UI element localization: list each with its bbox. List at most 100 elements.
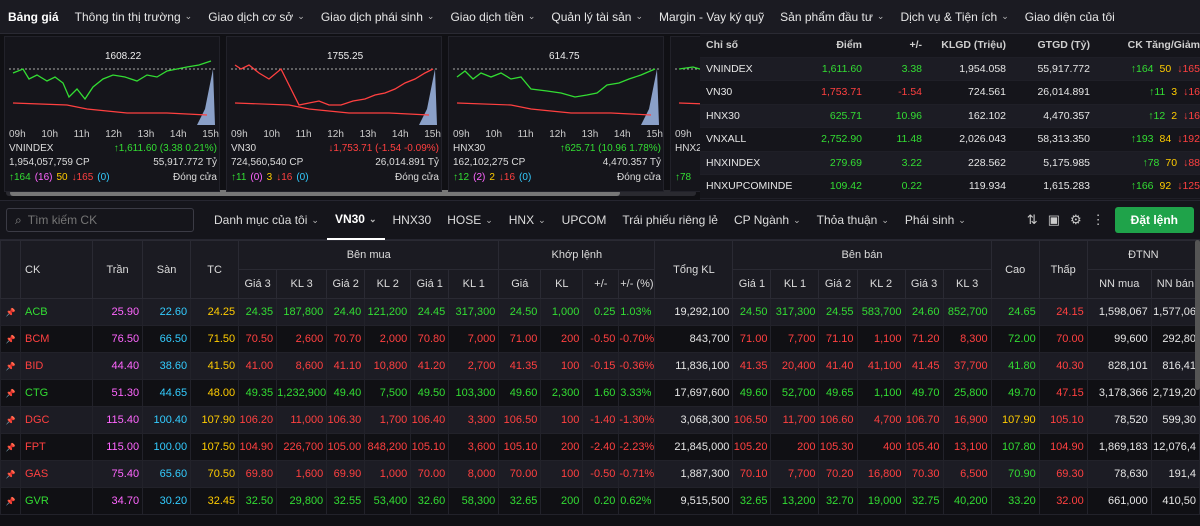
index-row[interactable]: HNX30 625.71 10.96 162.102 4,470.357 ↑12 2 ↓16: [700, 104, 1200, 128]
table-row[interactable]: 📌 GVR 34.70 30.20 32.45 32.50 29,800 32.55 53,40…: [0, 487, 1200, 515]
index-row[interactable]: VN30 1,753.71 -1.54 724.561 26,014.891 ↑11 3 ↓1…: [700, 81, 1200, 105]
cell-ck[interactable]: ACB: [19, 298, 94, 326]
tab-1[interactable]: VN30 ⌄: [326, 200, 385, 240]
pin-icon[interactable]: 📌: [0, 352, 21, 380]
cell-ck[interactable]: BID: [19, 352, 94, 380]
mini-chart-vn30[interactable]: 1755.25 09h 10h 11h 12h 13h 14h 15h VN30 ↓1,753.7…: [226, 36, 442, 192]
cell-ck[interactable]: GAS: [19, 460, 94, 488]
col-nn-mua[interactable]: NN mua: [1086, 269, 1152, 299]
table-row[interactable]: 📌 GAS 75.40 65.60 70.50 69.80 1,600 69.90 1,000 7…: [0, 460, 1200, 488]
pin-icon[interactable]: 📌: [0, 460, 21, 488]
col-sell-kl2[interactable]: KL 2: [856, 269, 906, 299]
index-row-value: 55,917.772: [1037, 62, 1090, 75]
col-buy-gia1[interactable]: Giá 1: [410, 269, 450, 299]
col-sell-gia1[interactable]: Giá 1: [732, 269, 772, 299]
pin-icon[interactable]: 📌: [0, 406, 21, 434]
menu-item-2[interactable]: Giao dịch cơ sở ⌄: [200, 0, 313, 34]
pin-icon[interactable]: 📌: [0, 298, 21, 326]
menu-item-4[interactable]: Giao dịch tiền ⌄: [442, 0, 543, 34]
col-sell-gia3[interactable]: Giá 3: [904, 269, 944, 299]
tab-9[interactable]: Phái sinh ⌄: [897, 200, 974, 240]
table-row[interactable]: 📌 BID 44.40 38.60 41.50 41.00 8,600 41.10 10,800…: [0, 352, 1200, 380]
cell-s3: 71.20: [904, 325, 944, 353]
cell-tc: 48.00: [190, 379, 240, 407]
col-match-pct[interactable]: +/- (%): [618, 269, 656, 299]
col-sell-kl1[interactable]: KL 1: [770, 269, 820, 299]
pin-icon[interactable]: 📌: [0, 379, 21, 407]
col-buy-kl2[interactable]: KL 2: [364, 269, 412, 299]
col-buy-kl3[interactable]: KL 3: [276, 269, 328, 299]
cell-sk2: 41,100: [856, 352, 906, 380]
cell-ck[interactable]: BCM: [19, 325, 94, 353]
col-tong-kl[interactable]: Tổng KL: [654, 240, 734, 299]
table-row[interactable]: 📌 DGC 115.40 100.40 107.90 106.20 11,000 106.30…: [0, 406, 1200, 434]
cell-ck[interactable]: GVR: [19, 487, 94, 515]
tab-8[interactable]: Thỏa thuận ⌄: [809, 200, 897, 240]
table-scrollbar[interactable]: [1195, 240, 1200, 390]
cell-bk2: 2,000: [364, 325, 412, 353]
cell-hi: 49.70: [990, 379, 1040, 407]
col-match-kl[interactable]: KL: [540, 269, 584, 299]
tab-0[interactable]: Danh mục của tôi ⌄: [206, 200, 327, 240]
table-row[interactable]: 📌 ACB 25.90 22.60 24.25 24.35 187,800 24.40 121,…: [0, 298, 1200, 326]
col-buy-gia2[interactable]: Giá 2: [326, 269, 366, 299]
sort-icon[interactable]: ⇅: [1026, 212, 1038, 227]
table-row[interactable]: 📌 CTG 51.30 44.65 48.00 49.35 1,232,900 49.40 7,…: [0, 379, 1200, 407]
cell-ck[interactable]: DGC: [19, 406, 94, 434]
tab-4[interactable]: HNX ⌄: [501, 200, 554, 240]
charts-scrollbar[interactable]: [6, 190, 696, 196]
menu-item-8[interactable]: Dịch vụ & Tiện ích ⌄: [892, 0, 1016, 34]
cell-s2: 70.20: [818, 460, 858, 488]
col-cao[interactable]: Cao: [990, 240, 1040, 299]
chart-row2: 162,102,275 CP 4,470.357 Tỷ: [453, 157, 661, 168]
menu-item-6[interactable]: Margin - Vay ký quỹ: [651, 0, 772, 34]
col-buy-kl1[interactable]: KL 1: [448, 269, 500, 299]
col-tc[interactable]: TC: [190, 240, 240, 299]
index-row[interactable]: HNXINDEX 279.69 3.22 228.562 5,175.985 ↑78 70 ↓…: [700, 151, 1200, 175]
menu-item-0[interactable]: Bảng giá: [0, 0, 67, 34]
menu-item-3[interactable]: Giao dịch phái sinh ⌄: [313, 0, 443, 34]
index-row[interactable]: HNXUPCOMINDE 109.42 0.22 119.934 1,615.283 ↑1…: [700, 175, 1200, 199]
menu-item-5[interactable]: Quản lý tài sản ⌄: [543, 0, 651, 34]
cell-ck[interactable]: CTG: [19, 379, 94, 407]
index-row[interactable]: VNXALL 2,752.90 11.48 2,026.043 58,313.350 ↑1…: [700, 128, 1200, 152]
col-match-gia[interactable]: Giá: [498, 269, 542, 299]
gear-icon[interactable]: ⚙: [1070, 212, 1082, 227]
menu-item-7[interactable]: Sản phẩm đầu tư ⌄: [772, 0, 892, 34]
mini-chart-hnx30[interactable]: 614.75 09h 10h 11h 12h 13h 14h 15h HNX30 ↑625.71 …: [448, 36, 664, 192]
cell-tran: 76.50: [92, 325, 144, 353]
col-match-pm[interactable]: +/-: [582, 269, 620, 299]
tab-3[interactable]: HOSE ⌄: [439, 200, 501, 240]
mini-chart-vnindex[interactable]: 1608.22 09h 10h 11h 12h 13h 14h 15h VNINDEX ↑1,61…: [4, 36, 220, 192]
tab-5[interactable]: UPCOM: [554, 200, 615, 240]
tab-7[interactable]: CP Ngành ⌄: [726, 200, 809, 240]
menu-item-1[interactable]: Thông tin thị trường ⌄: [67, 0, 201, 34]
table-row[interactable]: 📌 FPT 115.00 100.00 107.50 104.90 226,700 105.0…: [0, 433, 1200, 461]
col-tran[interactable]: Trần: [92, 240, 144, 299]
tab-6[interactable]: Trái phiếu riêng lẻ: [614, 200, 726, 240]
col-sell-gia2[interactable]: Giá 2: [818, 269, 858, 299]
pin-icon[interactable]: 📌: [0, 433, 21, 461]
col-sell-kl3[interactable]: KL 3: [942, 269, 992, 299]
col-nn-ban[interactable]: NN bán: [1150, 269, 1200, 299]
cell-ck[interactable]: FPT: [19, 433, 94, 461]
breadth-floor: (0): [519, 172, 532, 183]
col-ck[interactable]: CK: [19, 240, 94, 299]
tab-2[interactable]: HNX30: [385, 200, 440, 240]
col-thap[interactable]: Thấp: [1038, 240, 1088, 299]
search-input[interactable]: [27, 213, 178, 227]
more-icon[interactable]: ⋮: [1091, 212, 1105, 227]
table-row[interactable]: 📌 BCM 76.50 66.50 71.50 70.50 2,600 70.70 2,000 7…: [0, 325, 1200, 353]
place-order-button[interactable]: Đặt lệnh: [1114, 207, 1194, 233]
search-box[interactable]: ⌕: [6, 208, 194, 232]
pin-icon[interactable]: 📌: [0, 487, 21, 515]
col-buy-gia3[interactable]: Giá 3: [238, 269, 278, 299]
col-san[interactable]: Sàn: [142, 240, 192, 299]
menu-item-9[interactable]: Giao diện của tôi: [1017, 0, 1123, 34]
excel-icon[interactable]: ▣: [1047, 212, 1060, 227]
cell-bk3: 226,700: [276, 433, 328, 461]
pin-icon[interactable]: 📌: [0, 325, 21, 353]
scroll-thumb[interactable]: [10, 190, 620, 196]
index-row[interactable]: VNINDEX 1,611.60 3.38 1,954.058 55,917.772 ↑1…: [700, 57, 1200, 81]
